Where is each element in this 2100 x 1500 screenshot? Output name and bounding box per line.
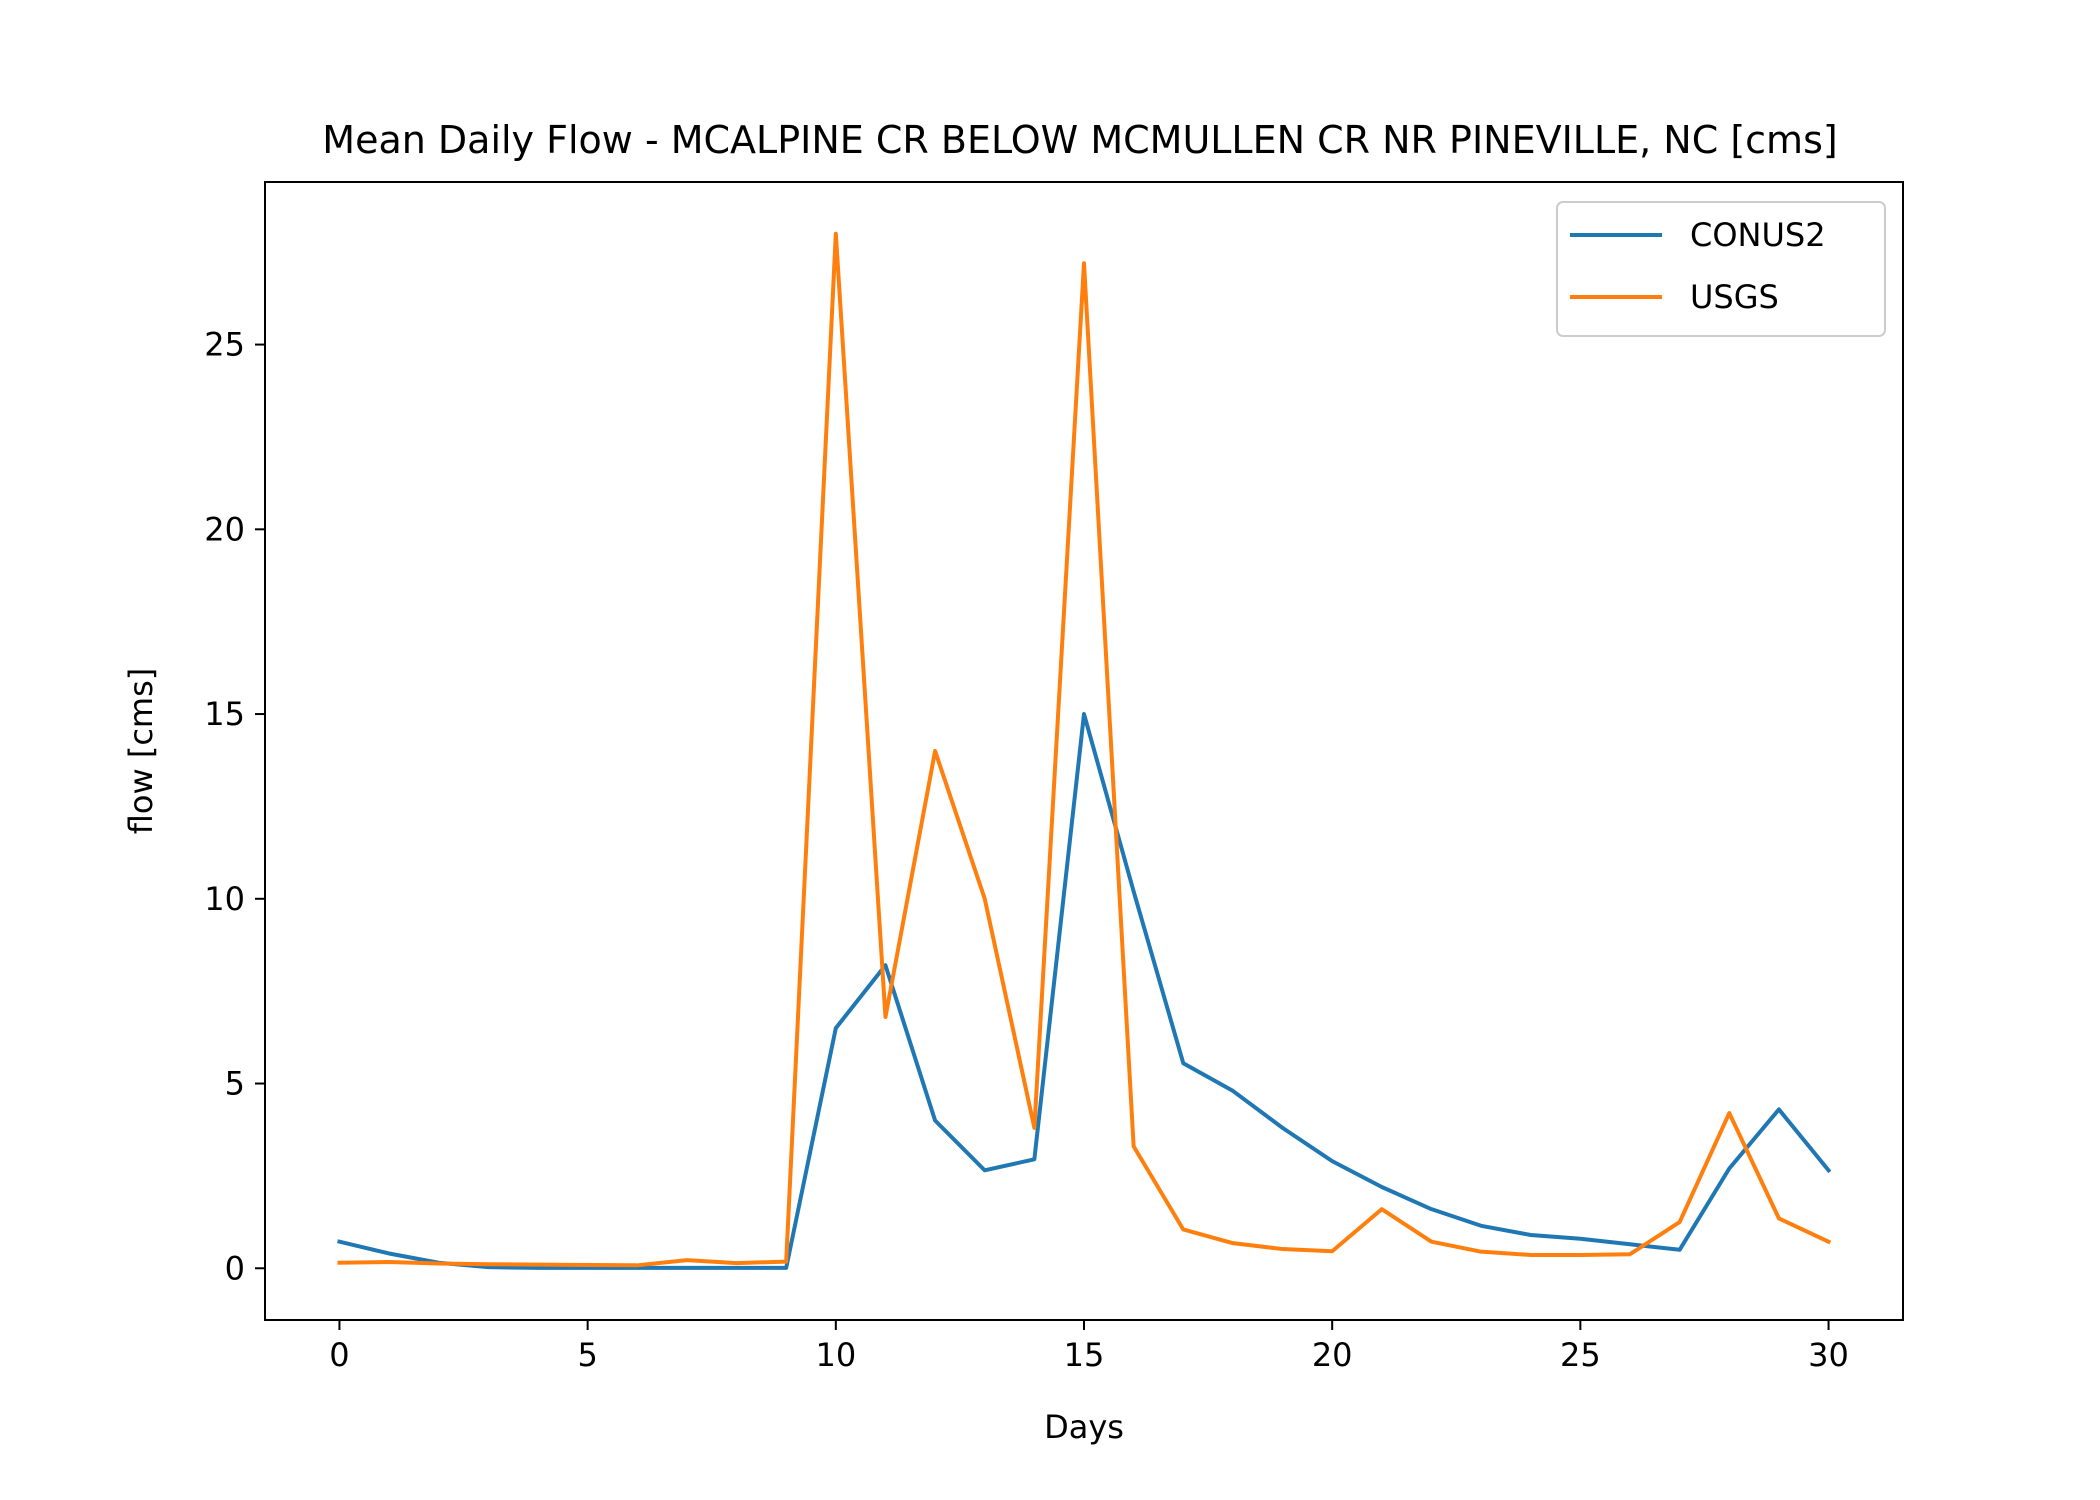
legend: CONUS2 USGS [1556,201,1886,337]
y-tick-label: 20 [204,510,245,548]
legend-label: USGS [1690,278,1779,316]
y-tick-label: 10 [204,880,245,918]
series-line-usgs [337,231,1832,1268]
legend-label: CONUS2 [1690,216,1826,254]
y-tick-label: 25 [204,326,245,364]
y-tick-label: 5 [225,1065,245,1103]
x-tick-label: 30 [1808,1336,1849,1374]
y-axis-ticks: 0 5 10 15 20 25 [204,326,265,1287]
x-tick-label: 0 [329,1336,349,1374]
y-tick-label: 0 [225,1249,245,1287]
x-tick-label: 5 [577,1336,597,1374]
plot-lines [337,231,1832,1270]
y-tick-label: 15 [204,695,245,733]
chart-title: Mean Daily Flow - MCALPINE CR BELOW MCMU… [322,118,1837,162]
y-axis-label: flow [cms] [122,668,160,834]
plot-frame [264,181,1904,1321]
x-tick-label: 20 [1312,1336,1353,1374]
x-axis-ticks: 0 5 10 15 20 25 30 [329,1320,1849,1374]
x-tick-label: 10 [815,1336,856,1374]
series-line-conus2 [337,712,1832,1270]
x-tick-label: 25 [1560,1336,1601,1374]
x-axis-label: Days [1044,1408,1124,1446]
x-tick-label: 15 [1064,1336,1105,1374]
